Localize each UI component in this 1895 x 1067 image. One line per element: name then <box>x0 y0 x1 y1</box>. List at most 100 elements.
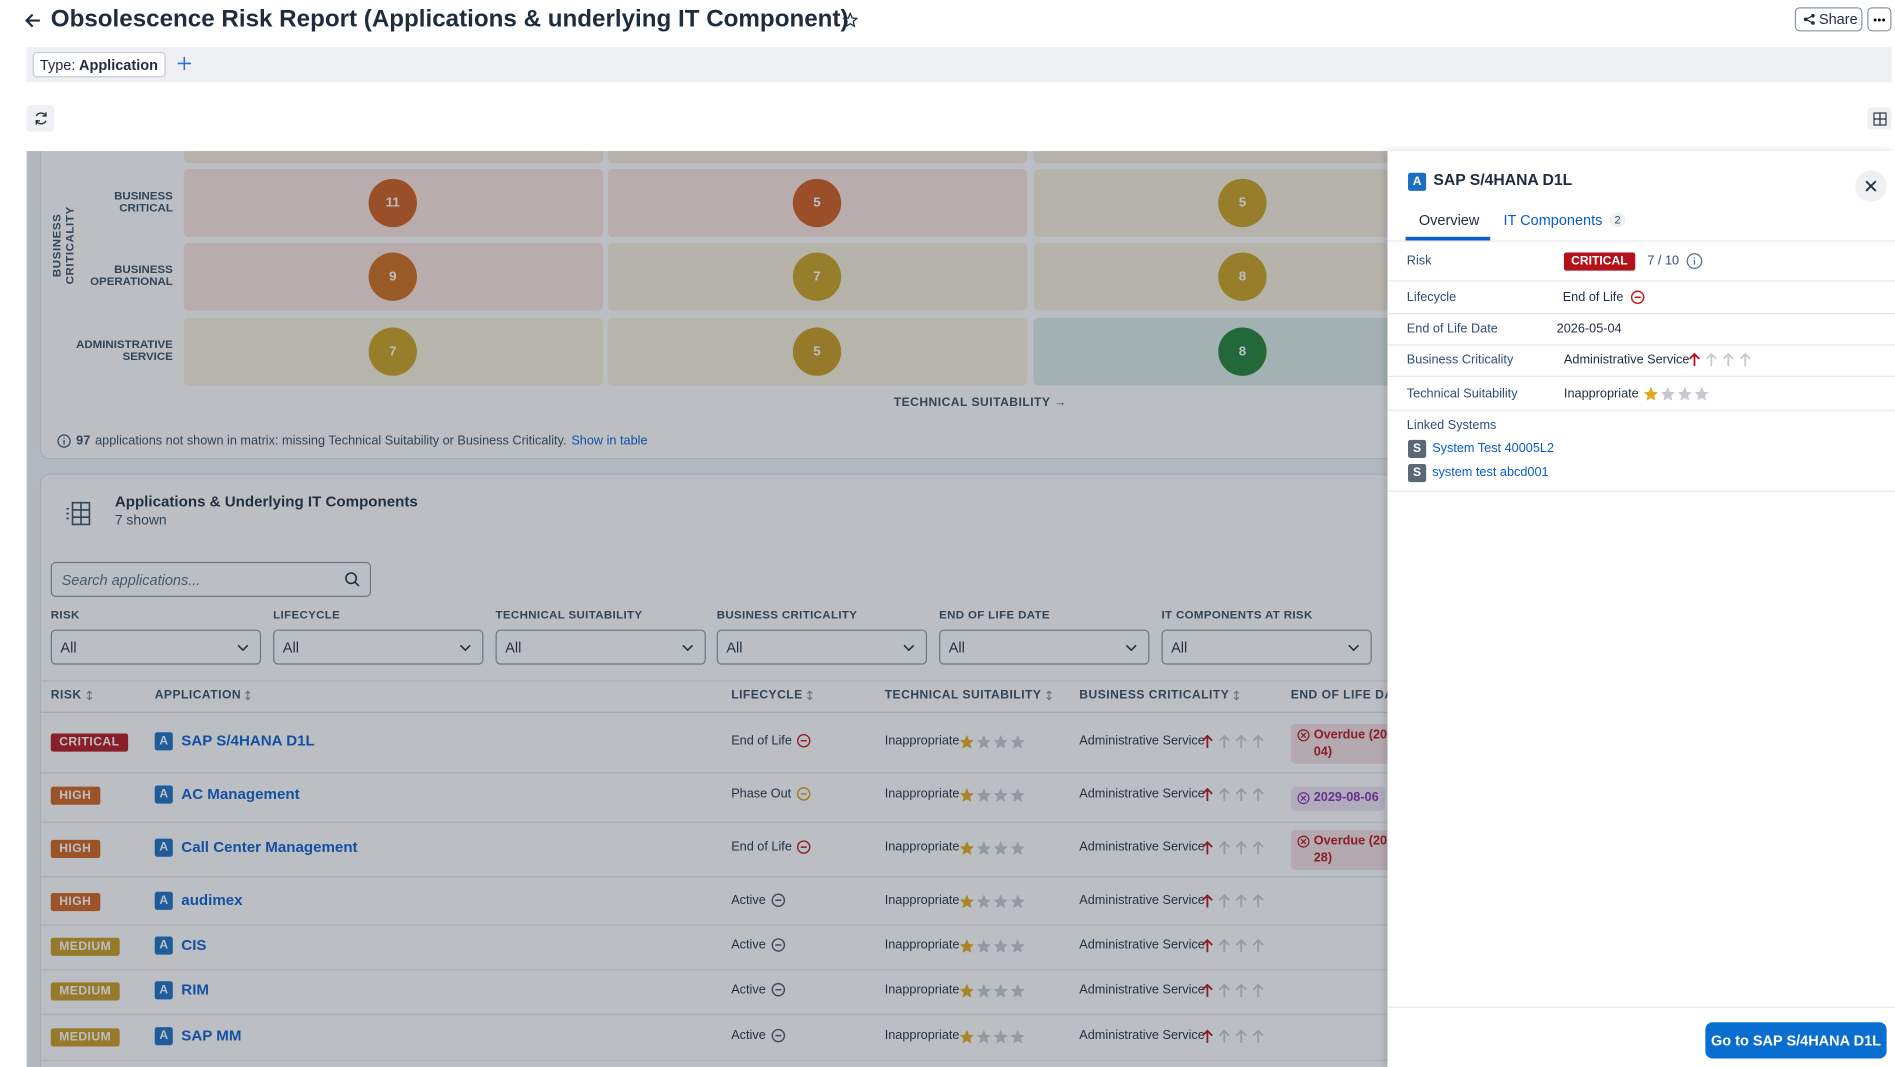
filter-label: END OF LIFE DATE <box>939 609 1050 623</box>
type-badge: A <box>154 936 173 955</box>
filter-value: All <box>1171 638 1188 656</box>
content-area: BUSINESS CRITICALITY BUSINESS CRITICAL 11 5… <box>26 151 1388 1067</box>
filter-dropdown[interactable]: All <box>50 629 262 665</box>
row-border <box>39 876 1388 878</box>
close-button[interactable] <box>1855 170 1887 202</box>
filter-label: LIFECYCLE <box>273 609 341 623</box>
bc-value: Administrative Service <box>1563 352 1690 368</box>
row-border <box>39 969 1388 971</box>
application-link[interactable]: audimex <box>181 891 243 909</box>
filter-dropdown[interactable]: All <box>495 629 706 665</box>
column-header-label: LIFECYCLE <box>731 688 803 703</box>
matrix-bubble[interactable]: 5 <box>1218 178 1267 228</box>
matrix-bubble[interactable]: 9 <box>368 252 417 301</box>
tab[interactable]: Overview <box>1418 211 1480 229</box>
filter-chip[interactable]: Type: Application <box>32 51 166 78</box>
matrix-bubble[interactable]: 5 <box>792 178 842 228</box>
filter-label: TECHNICAL SUITABILITY <box>495 609 643 623</box>
matrix-cell <box>1033 317 1388 386</box>
criticality-arrows <box>1199 841 1267 856</box>
filter-value: All <box>60 638 77 656</box>
info-icon[interactable] <box>1686 253 1703 276</box>
field-border <box>1387 344 1895 346</box>
application-link[interactable]: SAP MM <box>181 1027 242 1045</box>
row-border <box>39 1013 1388 1016</box>
share-label: Share <box>1818 10 1858 28</box>
matrix-cell <box>1033 169 1388 237</box>
technical-suitability: Inappropriate <box>884 893 960 908</box>
filter-dropdown[interactable]: All <box>1161 629 1372 665</box>
eol-value: 2026-05-04 <box>1556 321 1622 336</box>
matrix-bubble[interactable]: 8 <box>1218 252 1267 301</box>
risk-score: 7 / 10 <box>1647 253 1680 269</box>
tab-count: 2 <box>1609 212 1626 228</box>
add-filter[interactable] <box>177 54 191 76</box>
tab[interactable]: IT Components 2 <box>1503 211 1626 228</box>
matrix-bubble[interactable]: 11 <box>368 178 417 228</box>
field-border <box>1387 375 1895 378</box>
matrix-bubble[interactable]: 5 <box>792 327 842 376</box>
column-header-label: APPLICATION <box>154 688 242 703</box>
more-button[interactable] <box>1867 7 1892 32</box>
matrix-cell <box>1033 242 1388 311</box>
table-icon <box>64 499 93 534</box>
matrix-bubble[interactable]: 7 <box>792 252 842 301</box>
lifecycle: Active <box>731 893 785 908</box>
share-button[interactable]: Share <box>1794 7 1863 32</box>
row-border <box>39 1059 1388 1061</box>
criticality-arrows <box>1199 787 1267 803</box>
matrix-bubble[interactable]: 7 <box>368 327 417 376</box>
matrix-row-label: ADMINISTRATIVE SERVICE <box>76 337 173 364</box>
type-badge: A <box>154 891 173 910</box>
column-header[interactable]: END OF LIFE DATE <box>1291 689 1388 702</box>
criticality-arrows <box>1199 734 1267 750</box>
application-link[interactable]: Call Center Management <box>181 838 358 856</box>
application-link[interactable]: RIM <box>181 981 209 999</box>
field-border <box>1387 312 1895 315</box>
back-button[interactable] <box>24 10 43 32</box>
business-criticality: Administrative Service <box>1079 893 1205 908</box>
matrix-row-label: BUSINESS CRITICAL <box>114 189 173 216</box>
lifecycle-value: End of Life <box>1563 290 1645 305</box>
rating-stars <box>958 1028 1026 1045</box>
field-border <box>1387 409 1895 411</box>
column-header[interactable]: TECHNICAL SUITABILITY <box>885 689 1053 702</box>
filter-label: RISK <box>50 609 80 623</box>
filter-dropdown[interactable]: All <box>939 629 1150 665</box>
matrix-note: 97 applications not shown in matrix: miss… <box>57 433 648 449</box>
risk-badge: CRITICAL <box>1563 252 1635 271</box>
linked-system-link[interactable]: system test abcd001 <box>1432 465 1549 480</box>
column-header[interactable]: RISK <box>51 689 93 702</box>
column-header[interactable]: APPLICATION <box>155 689 252 702</box>
application-link[interactable]: CIS <box>181 936 207 954</box>
tabs-border <box>1387 240 1895 242</box>
column-header[interactable]: LIFECYCLE <box>731 689 813 702</box>
column-header-label: END OF LIFE DATE <box>1290 688 1388 703</box>
matrix-bubble[interactable]: 8 <box>1218 327 1267 376</box>
lifecycle: End of Life <box>731 733 811 748</box>
layout-button[interactable] <box>1867 107 1892 130</box>
technical-suitability: Inappropriate <box>884 786 960 802</box>
column-header[interactable]: BUSINESS CRITICALITY <box>1079 689 1240 702</box>
risk-badge: MEDIUM <box>50 937 120 956</box>
search-input[interactable]: Search applications... <box>50 561 372 597</box>
filter-dropdown[interactable]: All <box>716 629 927 665</box>
rating-stars <box>958 733 1026 750</box>
lifecycle-label: Active <box>731 937 766 953</box>
rating-stars <box>958 938 1026 955</box>
type-badge: S <box>1408 439 1427 458</box>
refresh-button[interactable] <box>26 105 55 132</box>
business-criticality: Administrative Service <box>1079 1028 1205 1043</box>
filter-dropdown[interactable]: All <box>273 629 484 665</box>
panel-title: SAP S/4HANA D1L <box>1433 170 1573 189</box>
rating-stars <box>1642 385 1710 402</box>
application-link[interactable]: AC Management <box>181 785 300 803</box>
go-to-button[interactable]: Go to SAP S/4HANA D1L <box>1705 1022 1887 1059</box>
favorite-button[interactable] <box>842 11 859 34</box>
filter-value: All <box>505 638 522 656</box>
application-link[interactable]: SAP S/4HANA D1L <box>181 732 315 750</box>
type-badge: A <box>154 981 173 1000</box>
linked-system-link[interactable]: System Test 40005L2 <box>1432 441 1555 456</box>
matrix-cell <box>1033 151 1388 164</box>
note-link[interactable]: Show in table <box>571 433 648 449</box>
